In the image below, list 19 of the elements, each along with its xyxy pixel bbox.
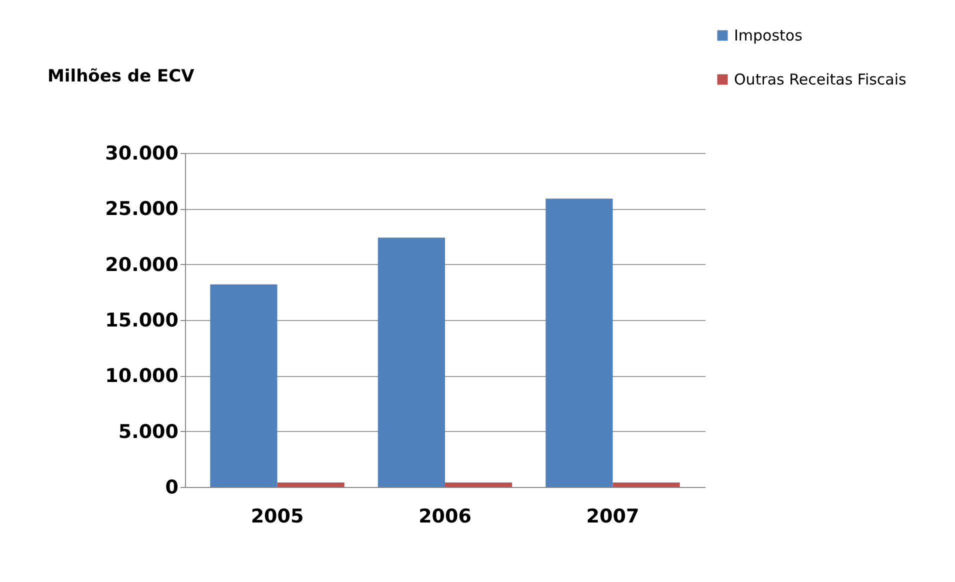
y-tick-label: 15.000 bbox=[105, 310, 178, 332]
y-tick-label: 30.000 bbox=[105, 142, 178, 164]
bar bbox=[277, 482, 344, 487]
y-tick-label: 5.000 bbox=[118, 420, 178, 443]
y-axis-title: Milhões de ECV bbox=[48, 66, 196, 86]
bar bbox=[612, 482, 680, 487]
x-tick-label: 2005 bbox=[250, 506, 304, 528]
legend-label: Outras Receitas Fiscais bbox=[734, 70, 907, 88]
bar bbox=[546, 198, 613, 487]
y-tick-label: 10.000 bbox=[105, 365, 178, 388]
bar bbox=[378, 238, 445, 487]
y-tick-label: 0 bbox=[165, 476, 178, 498]
x-tick-label: 2007 bbox=[586, 506, 640, 528]
y-tick-label: 20.000 bbox=[105, 254, 178, 276]
y-tick-label: 25.000 bbox=[105, 198, 178, 220]
legend-label: Impostos bbox=[734, 26, 803, 44]
bar bbox=[210, 284, 278, 487]
bar bbox=[445, 482, 512, 487]
x-tick-label: 2006 bbox=[418, 506, 472, 528]
